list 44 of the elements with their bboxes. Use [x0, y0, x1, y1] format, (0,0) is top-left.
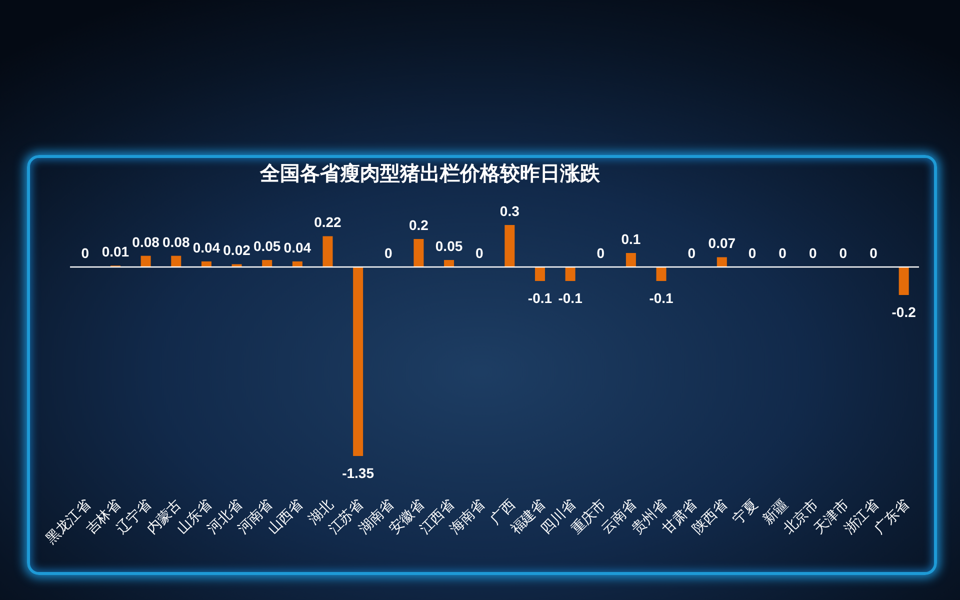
data-label: 0.2 [408, 217, 429, 233]
bar [656, 267, 666, 281]
data-label: -0.1 [558, 290, 583, 306]
x-tick-label: 宁夏 [730, 496, 762, 528]
data-label: 0.08 [162, 234, 190, 250]
bar [414, 239, 424, 267]
data-label: 0 [870, 245, 878, 261]
bar [504, 225, 515, 267]
bar [898, 267, 909, 295]
data-label: 0 [688, 245, 696, 261]
data-label: 0.01 [102, 244, 130, 260]
bar [534, 267, 545, 281]
bar [171, 256, 182, 267]
data-label: 0.22 [314, 214, 342, 230]
data-label: 0 [778, 245, 787, 261]
data-label: -0.1 [649, 290, 674, 306]
bar [565, 267, 576, 281]
bar [444, 260, 454, 267]
data-label: 0 [839, 245, 848, 261]
chart-title: 全国各省瘦肉型猪出栏价格较昨日涨跌 [259, 162, 601, 185]
bar [626, 253, 636, 267]
data-label: 0 [384, 245, 392, 261]
data-label: 0.05 [253, 238, 281, 254]
data-label: 0.07 [708, 235, 736, 252]
data-label: 0.02 [223, 242, 251, 258]
data-label: 0 [475, 245, 484, 261]
bar [322, 236, 333, 267]
data-label: 0.05 [435, 238, 463, 254]
data-label: 0 [596, 245, 605, 261]
data-label: 0 [808, 245, 817, 261]
data-label: 0.1 [621, 231, 641, 247]
data-label: 0 [748, 245, 756, 261]
data-label: -0.1 [528, 290, 552, 306]
bar [262, 260, 272, 267]
data-label: -1.35 [342, 465, 374, 481]
data-label: 0.08 [132, 234, 160, 250]
data-label: 0.04 [192, 239, 220, 256]
bar [140, 256, 151, 267]
data-label: -0.2 [892, 304, 916, 320]
data-label: 0 [81, 245, 90, 261]
bar [353, 267, 364, 456]
bar [716, 257, 727, 267]
data-label: 0.3 [500, 203, 520, 219]
data-label: 0.04 [284, 239, 312, 256]
